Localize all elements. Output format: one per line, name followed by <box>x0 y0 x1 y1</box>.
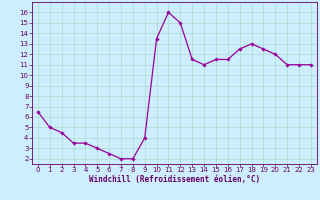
X-axis label: Windchill (Refroidissement éolien,°C): Windchill (Refroidissement éolien,°C) <box>89 175 260 184</box>
